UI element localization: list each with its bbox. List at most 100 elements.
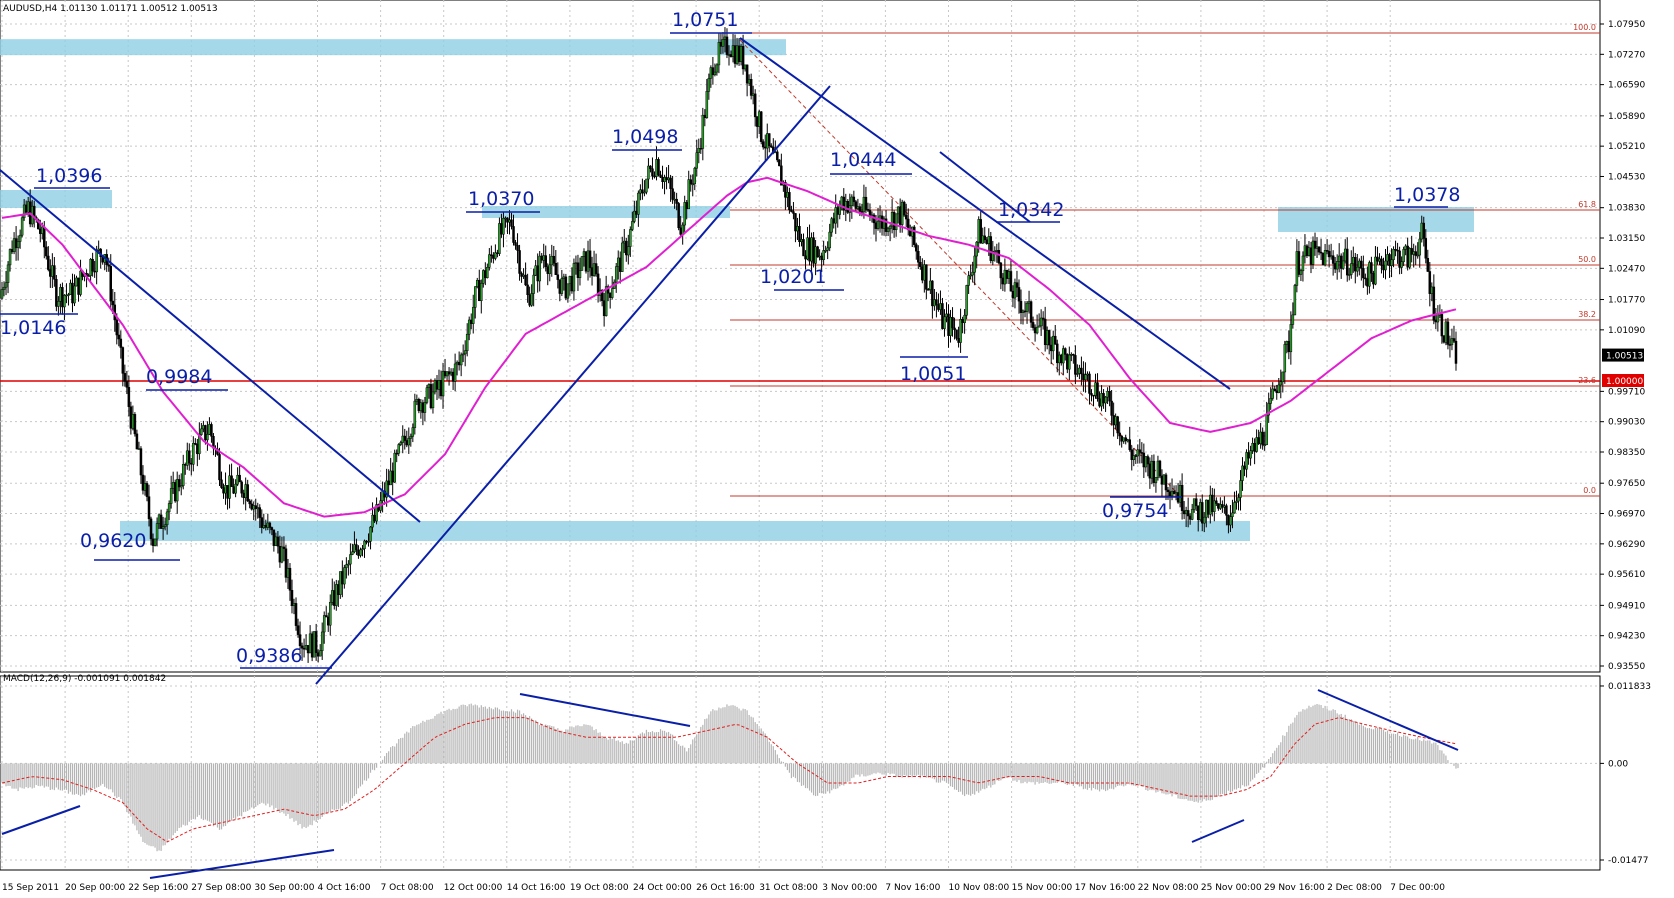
candle-body bbox=[1066, 354, 1069, 370]
candle-body bbox=[1430, 286, 1434, 294]
candle-body bbox=[888, 225, 892, 230]
x-tick-label: 24 Oct 00:00 bbox=[633, 883, 692, 893]
candle-body bbox=[262, 525, 266, 528]
candle-body bbox=[655, 159, 658, 177]
candle-body bbox=[411, 427, 415, 437]
candle-body bbox=[36, 219, 40, 230]
candle-body bbox=[898, 206, 902, 225]
x-tick-label: 15 Nov 00:00 bbox=[1012, 883, 1073, 893]
candle-body bbox=[653, 175, 656, 178]
candle-body bbox=[1327, 251, 1331, 258]
candle-body bbox=[1098, 398, 1101, 407]
x-tick-label: 31 Oct 08:00 bbox=[759, 883, 818, 893]
candle-body bbox=[1035, 326, 1039, 334]
candle-body bbox=[149, 518, 153, 540]
candle-body bbox=[546, 266, 549, 274]
candle-body bbox=[1269, 398, 1272, 404]
candle-body bbox=[1249, 450, 1252, 459]
candle-body bbox=[840, 196, 844, 206]
candle-body bbox=[258, 507, 262, 518]
trend-line bbox=[939, 151, 1031, 223]
candle-body bbox=[441, 371, 445, 397]
candle-body bbox=[274, 536, 278, 546]
x-tick-label: 22 Sep 16:00 bbox=[128, 883, 188, 893]
candle-body bbox=[532, 274, 535, 294]
candle-body bbox=[709, 67, 713, 79]
candle-body bbox=[415, 399, 419, 402]
candle-body bbox=[1319, 251, 1323, 254]
macd-signal-line bbox=[1, 717, 1457, 843]
candle-body bbox=[1408, 248, 1411, 268]
candle-body bbox=[631, 221, 634, 230]
candle-body bbox=[951, 317, 954, 329]
candle-body bbox=[929, 280, 932, 290]
candle-body bbox=[733, 45, 737, 64]
annotation-label: 0,9620 bbox=[80, 530, 146, 552]
candle-body bbox=[61, 287, 64, 308]
candle-body bbox=[202, 425, 205, 430]
candle-body bbox=[981, 235, 984, 244]
candle-body bbox=[451, 371, 455, 382]
candle-body bbox=[157, 514, 161, 524]
candle-body bbox=[75, 277, 78, 287]
candle-body bbox=[95, 250, 98, 273]
candle-body bbox=[353, 544, 356, 553]
candle-body bbox=[1062, 348, 1065, 364]
candle-body bbox=[1132, 455, 1136, 460]
price-annotations: 1,0751 1,0498 1,0396 1,0370 1,0146 0,9984 0,96… bbox=[0, 9, 1460, 669]
candle-body bbox=[89, 258, 92, 276]
candle-body bbox=[290, 590, 294, 606]
candle-body bbox=[703, 114, 707, 118]
candle-body bbox=[226, 485, 229, 499]
candle-body bbox=[260, 517, 264, 528]
candle-body bbox=[129, 406, 133, 429]
candle-body bbox=[749, 78, 753, 96]
candle-body bbox=[1029, 301, 1033, 323]
candle-body bbox=[1074, 355, 1077, 375]
candle-body bbox=[153, 538, 157, 546]
candle-body bbox=[1253, 442, 1256, 452]
candle-body bbox=[616, 257, 620, 267]
price-axis: 1.07950 1.07270 1.06590 1.05890 1.05210 1.045… bbox=[1600, 20, 1645, 672]
candle-body bbox=[1051, 335, 1055, 352]
x-tick-label: 7 Dec 00:00 bbox=[1390, 883, 1445, 893]
candle-body bbox=[22, 204, 26, 219]
candle-body bbox=[389, 470, 392, 486]
candle-body bbox=[1164, 474, 1168, 491]
candle-body bbox=[562, 276, 566, 279]
candle-body bbox=[528, 294, 531, 306]
candle-body bbox=[824, 250, 827, 252]
candle-body bbox=[1229, 516, 1232, 526]
candle-body bbox=[407, 438, 411, 446]
candle-body bbox=[465, 333, 469, 351]
candle-body bbox=[608, 292, 612, 298]
candle-body bbox=[1450, 338, 1454, 346]
candle-body bbox=[1360, 260, 1363, 269]
candle-body bbox=[286, 567, 290, 578]
candle-body bbox=[163, 524, 167, 527]
candle-body bbox=[894, 213, 898, 231]
candle-body bbox=[1382, 265, 1385, 271]
fib-label: 38.2 bbox=[1578, 310, 1596, 319]
candle-body bbox=[1013, 282, 1017, 299]
candle-body bbox=[1126, 439, 1129, 442]
candle-body bbox=[69, 282, 72, 295]
candle-body bbox=[312, 631, 316, 658]
candle-body bbox=[504, 217, 507, 220]
candle-body bbox=[834, 207, 837, 224]
candle-body bbox=[707, 78, 711, 92]
y-tick-label: 1.05210 bbox=[1608, 142, 1645, 152]
candle-body bbox=[133, 414, 137, 435]
candle-body bbox=[514, 242, 517, 246]
candle-body bbox=[6, 264, 10, 283]
candle-body bbox=[969, 274, 972, 277]
candle-body bbox=[306, 645, 310, 654]
candle-body bbox=[282, 546, 286, 550]
candle-body bbox=[1080, 367, 1083, 375]
candle-body bbox=[768, 133, 771, 147]
candle-body bbox=[741, 46, 745, 70]
candle-body bbox=[1174, 492, 1178, 495]
candle-body bbox=[1402, 249, 1405, 262]
candle-body bbox=[447, 371, 451, 375]
candle-body bbox=[1217, 503, 1220, 509]
